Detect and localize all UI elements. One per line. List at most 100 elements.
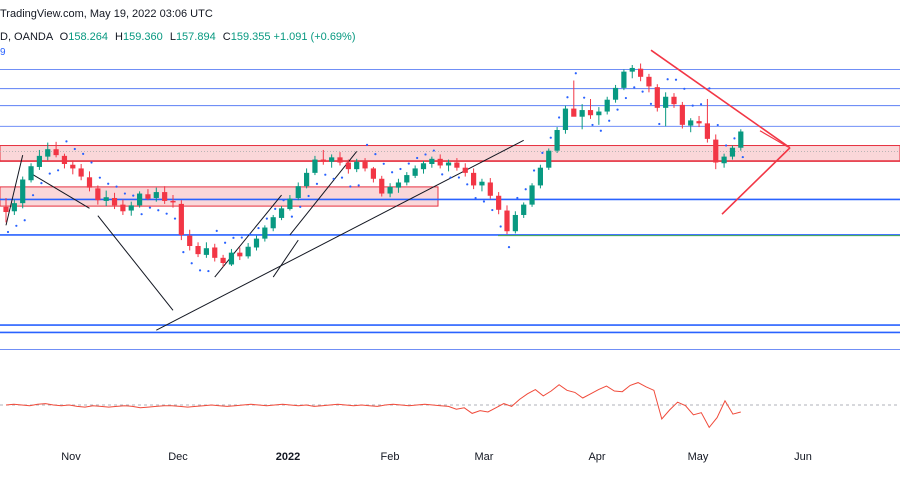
candle-body bbox=[454, 162, 460, 168]
psar-dot bbox=[699, 103, 703, 106]
psar-dot bbox=[165, 212, 168, 215]
candle-body bbox=[111, 197, 118, 206]
psar-dot bbox=[290, 215, 293, 218]
candle-body bbox=[587, 110, 594, 116]
psar-dot bbox=[140, 213, 143, 216]
psar-dot bbox=[382, 162, 385, 165]
psar-dot bbox=[148, 206, 152, 209]
candle-body bbox=[621, 71, 627, 88]
psar-dot bbox=[224, 241, 227, 244]
candle-body bbox=[162, 192, 168, 201]
candle-body bbox=[237, 252, 243, 257]
psar-dot bbox=[583, 96, 586, 99]
ohlc-change-value: +1.091 (+0.69%) bbox=[273, 31, 356, 43]
psar-dot bbox=[424, 153, 427, 156]
support-zone bbox=[0, 186, 439, 207]
candle-body bbox=[479, 181, 485, 186]
psar-dot bbox=[207, 269, 210, 273]
psar-dot bbox=[491, 208, 494, 212]
psar-dot bbox=[48, 172, 51, 175]
triangle-lower-edge bbox=[721, 147, 791, 215]
psar-dot bbox=[190, 262, 193, 265]
psar-dot bbox=[332, 177, 335, 180]
psar-dot bbox=[608, 119, 611, 122]
x-axis-label: Feb bbox=[381, 451, 400, 463]
psar-dot bbox=[90, 161, 93, 164]
candle-body bbox=[596, 111, 602, 116]
psar-dot bbox=[416, 156, 419, 160]
indicator-marker: 9 bbox=[0, 47, 6, 58]
candle-body bbox=[646, 76, 652, 87]
candle-body bbox=[420, 163, 427, 170]
x-axis-label: Nov bbox=[61, 451, 81, 463]
psar-dot bbox=[457, 176, 460, 179]
psar-dot bbox=[132, 194, 135, 197]
psar-dot bbox=[232, 236, 235, 239]
candle-body bbox=[496, 195, 502, 210]
psar-dot bbox=[374, 153, 377, 156]
ohlc-high-value: 159.360 bbox=[122, 31, 163, 43]
psar-dot bbox=[73, 147, 76, 151]
psar-dot bbox=[499, 225, 502, 228]
psar-dot bbox=[641, 90, 644, 93]
psar-dot bbox=[516, 196, 519, 200]
psar-dot bbox=[315, 182, 319, 185]
psar-dot bbox=[299, 205, 302, 209]
psar-dot bbox=[324, 173, 327, 176]
candle-body bbox=[354, 161, 360, 170]
psar-dot bbox=[215, 229, 218, 233]
candle-body bbox=[287, 198, 293, 210]
candle-body bbox=[128, 205, 134, 211]
psar-dot bbox=[274, 207, 277, 210]
candle-body bbox=[554, 130, 560, 151]
trendline-0 bbox=[5, 155, 24, 226]
candle-body bbox=[120, 204, 126, 212]
candle-body bbox=[253, 238, 260, 248]
candle-body bbox=[395, 182, 402, 188]
psar-dot bbox=[674, 78, 678, 81]
psar-dot bbox=[591, 123, 594, 127]
candle-body bbox=[688, 120, 694, 126]
psar-dot bbox=[716, 123, 719, 127]
psar-dot bbox=[31, 194, 35, 197]
triangle-upper-edge bbox=[650, 49, 791, 149]
candle-body bbox=[487, 182, 493, 196]
candle-body bbox=[638, 68, 644, 77]
candle-body bbox=[362, 161, 368, 169]
candle-body bbox=[103, 197, 109, 201]
candle-body bbox=[329, 157, 335, 162]
x-axis-label: Dec bbox=[168, 451, 188, 463]
psar-dot bbox=[173, 217, 177, 220]
candle-body bbox=[345, 162, 351, 170]
psar-dot bbox=[249, 233, 252, 236]
x-axis-label: Mar bbox=[475, 451, 494, 463]
psar-dot bbox=[340, 176, 344, 179]
candle-body bbox=[320, 159, 326, 162]
triangle-close bbox=[759, 130, 789, 148]
candle-body bbox=[36, 155, 42, 167]
candle-body bbox=[537, 167, 543, 186]
psar-dot bbox=[23, 219, 26, 222]
candle-body bbox=[521, 204, 527, 215]
candle-body bbox=[45, 149, 51, 157]
ohlc-low-key: L bbox=[169, 31, 176, 43]
candle-body bbox=[220, 257, 226, 263]
chart-watermark: TradingView.com, May 19, 2022 03:06 UTC bbox=[0, 8, 213, 20]
candle-body bbox=[721, 156, 727, 164]
candle-body bbox=[562, 108, 569, 131]
psar-dot bbox=[115, 185, 118, 188]
candle-body bbox=[437, 158, 443, 166]
candle-body bbox=[187, 235, 193, 247]
psar-dot bbox=[725, 144, 728, 147]
psar-dot bbox=[282, 199, 285, 202]
psar-dot bbox=[566, 96, 569, 99]
candle-body bbox=[629, 67, 635, 72]
psar-dot bbox=[666, 78, 669, 81]
candle-body bbox=[295, 186, 301, 198]
candle-body bbox=[153, 192, 159, 198]
candle-body bbox=[738, 131, 744, 148]
psar-dot bbox=[649, 102, 653, 105]
candle-body bbox=[28, 166, 34, 181]
psar-dot bbox=[449, 176, 452, 179]
candle-body bbox=[571, 108, 577, 117]
